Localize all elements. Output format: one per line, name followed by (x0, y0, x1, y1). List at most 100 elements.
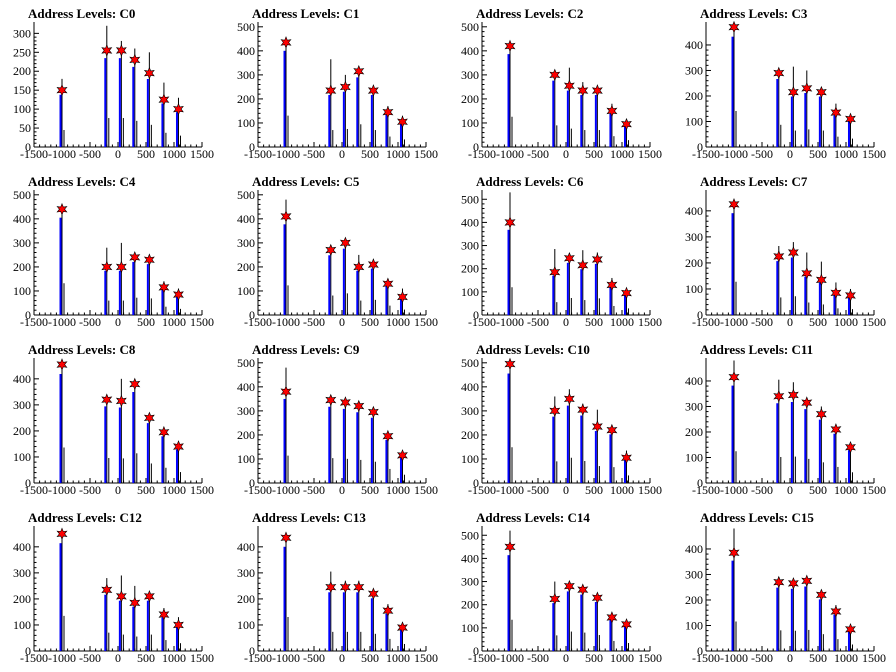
peak-marker (563, 579, 575, 593)
peak-marker (396, 290, 408, 304)
x-tick-label: -1500 (20, 147, 48, 161)
x-tick-label: 0 (563, 147, 569, 161)
peak-marker (591, 591, 603, 605)
y-tick-label: 400 (237, 212, 255, 226)
peak-marker (504, 540, 516, 554)
peak-marker (606, 611, 618, 624)
x-tick-label: -500 (303, 651, 325, 665)
y-tick-label: 200 (685, 89, 703, 103)
y-tick-label: 100 (13, 284, 31, 298)
peak-marker (844, 441, 856, 454)
y-tick-label: 300 (461, 404, 479, 418)
y-tick-label: 0 (249, 476, 255, 490)
y-tick-label: 100 (13, 102, 31, 116)
x-tick-label: 0 (563, 315, 569, 329)
chart-title: Address Levels: C3 (700, 6, 808, 21)
peak-marker (129, 53, 141, 67)
x-tick-label: -500 (79, 483, 101, 497)
x-tick-label: 0 (115, 483, 121, 497)
peak-marker (563, 392, 575, 406)
peak-marker (830, 605, 842, 618)
x-tick-label: 1500 (862, 483, 886, 497)
peak-marker (606, 104, 618, 118)
x-tick-label: 1500 (638, 315, 662, 329)
peak-marker (801, 81, 813, 95)
peak-marker (339, 580, 351, 594)
peak-marker (56, 202, 68, 216)
y-tick-label: 100 (685, 450, 703, 464)
x-tick-label: -1000 (496, 651, 524, 665)
x-tick-label: -1500 (244, 315, 272, 329)
y-tick-label: 500 (237, 188, 255, 202)
y-tick-label: 50 (19, 121, 31, 135)
x-tick-label: -1000 (496, 147, 524, 161)
chart-panel: Address Levels: C90100200300400500-1500-… (237, 342, 438, 497)
chart-panel: Address Levels: C14 0 100 200 300 400 500 -1500… (461, 510, 662, 665)
x-tick-label: 1500 (638, 147, 662, 161)
x-tick-label: 0 (339, 147, 345, 161)
peak-marker (787, 388, 799, 402)
peak-marker (143, 66, 155, 80)
chart-panel: Address Levels: C10100200300400500-1500-… (237, 6, 438, 161)
x-tick-label: 1000 (610, 483, 634, 497)
peak-marker (367, 258, 379, 271)
y-tick-label: 0 (697, 476, 703, 490)
peak-marker (143, 589, 155, 603)
x-tick-label: -1500 (20, 483, 48, 497)
peak-marker (815, 407, 827, 421)
chart-title: Address Levels: C10 (476, 342, 590, 357)
peak-marker (172, 102, 184, 116)
peak-marker (172, 288, 184, 301)
x-tick-label: 500 (809, 651, 827, 665)
y-tick-label: 200 (13, 260, 31, 274)
x-tick-label: 1000 (386, 483, 410, 497)
y-tick-label: 300 (461, 239, 479, 253)
chart-title: Address Levels: C14 (476, 510, 590, 525)
peak-marker (56, 527, 68, 541)
peak-marker (787, 577, 799, 590)
y-tick-label: 300 (685, 567, 703, 581)
x-tick-label: 1500 (638, 651, 662, 665)
y-tick-label: 100 (237, 452, 255, 466)
peak-marker (158, 608, 170, 621)
y-tick-label: 400 (685, 374, 703, 388)
x-tick-label: -500 (79, 147, 101, 161)
peak-marker (549, 68, 561, 82)
x-tick-label: -1000 (496, 315, 524, 329)
peak-marker (280, 36, 292, 49)
y-tick-label: 200 (13, 592, 31, 606)
y-tick-label: 400 (685, 38, 703, 52)
y-tick-label: 400 (237, 540, 255, 554)
chart-panel: Address Levels: C60100200300400500-1500-… (461, 174, 662, 329)
x-tick-label: -1500 (468, 483, 496, 497)
x-tick-label: -1500 (692, 315, 720, 329)
x-tick-label: -500 (527, 651, 549, 665)
y-tick-label: 200 (237, 260, 255, 274)
peak-marker (801, 266, 813, 280)
peak-marker (339, 236, 351, 250)
peak-marker (728, 370, 740, 384)
y-tick-label: 250 (13, 45, 31, 59)
x-tick-label: 1000 (610, 147, 634, 161)
chart-title: Address Levels: C6 (476, 174, 584, 189)
chart-panel: Address Levels: C0 0 50 100 150 200 250 300 -150… (13, 6, 214, 161)
chart-title: Address Levels: C4 (28, 174, 136, 189)
y-tick-label: 0 (249, 140, 255, 154)
x-tick-label: 500 (809, 483, 827, 497)
y-tick-label: 300 (685, 63, 703, 77)
x-tick-label: 0 (339, 483, 345, 497)
y-tick-label: 500 (461, 20, 479, 34)
x-tick-label: 1500 (190, 147, 214, 161)
x-tick-label: 500 (585, 147, 603, 161)
x-tick-label: -1000 (720, 483, 748, 497)
peak-marker (620, 117, 632, 131)
peak-marker (728, 197, 740, 211)
peak-marker (396, 449, 408, 462)
peak-marker (325, 84, 337, 97)
peak-marker (101, 44, 113, 57)
peak-marker (606, 278, 618, 292)
peak-marker (143, 253, 155, 266)
x-tick-label: -1000 (48, 147, 76, 161)
x-tick-label: 500 (809, 315, 827, 329)
peak-marker (563, 252, 575, 265)
